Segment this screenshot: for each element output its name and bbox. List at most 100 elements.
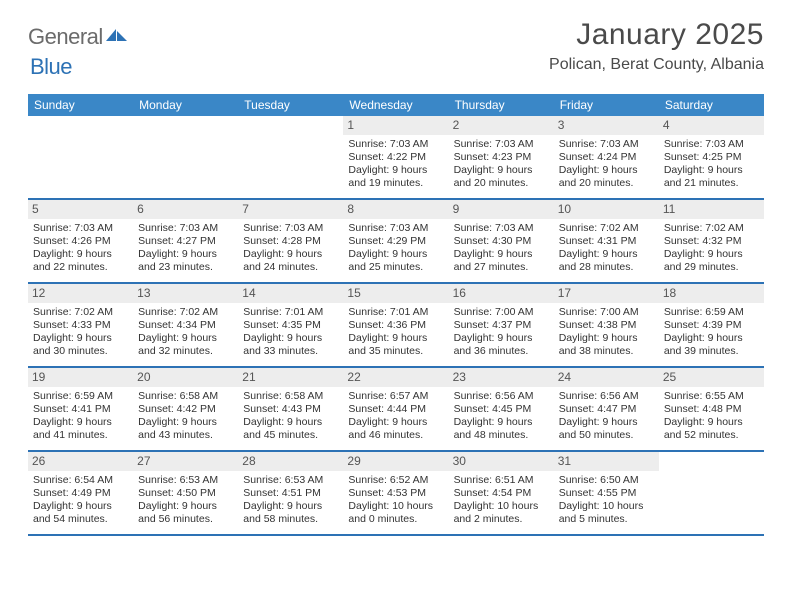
sunset-text: Sunset: 4:35 PM xyxy=(243,319,338,332)
day-cell: 7Sunrise: 7:03 AMSunset: 4:28 PMDaylight… xyxy=(238,200,343,282)
day-number: 11 xyxy=(659,200,764,219)
day-cell: 5 Sunrise: 7:03 AMSunset: 4:26 PMDaylight… xyxy=(28,200,133,282)
sunset-text: Sunset: 4:49 PM xyxy=(33,487,128,500)
daylight-text: Daylight: 9 hours and 20 minutes. xyxy=(454,164,549,190)
day-cell: 11Sunrise: 7:02 AMSunset: 4:32 PMDayligh… xyxy=(659,200,764,282)
sunrise-text: Sunrise: 6:55 AM xyxy=(664,390,759,403)
day-number: 22 xyxy=(343,368,448,387)
daylight-text: Daylight: 9 hours and 50 minutes. xyxy=(559,416,654,442)
sunset-text: Sunset: 4:23 PM xyxy=(454,151,549,164)
day-info: Sunrise: 7:02 AMSunset: 4:33 PMDaylight:… xyxy=(32,306,129,359)
day-number: 25 xyxy=(659,368,764,387)
sunrise-text: Sunrise: 6:50 AM xyxy=(559,474,654,487)
title-block: January 2025 Polican, Berat County, Alba… xyxy=(549,18,764,74)
sunrise-text: Sunrise: 6:59 AM xyxy=(33,390,128,403)
daylight-text: Daylight: 9 hours and 29 minutes. xyxy=(664,248,759,274)
sunrise-text: Sunrise: 6:58 AM xyxy=(243,390,338,403)
day-number: 5 xyxy=(28,200,133,219)
sunrise-text: Sunrise: 7:00 AM xyxy=(454,306,549,319)
daylight-text: Daylight: 9 hours and 41 minutes. xyxy=(33,416,128,442)
sunset-text: Sunset: 4:26 PM xyxy=(33,235,128,248)
sunrise-text: Sunrise: 7:02 AM xyxy=(33,306,128,319)
sunrise-text: Sunrise: 6:56 AM xyxy=(559,390,654,403)
sunrise-text: Sunrise: 6:53 AM xyxy=(138,474,233,487)
day-number: 27 xyxy=(133,452,238,471)
day-cell: 4Sunrise: 7:03 AMSunset: 4:25 PMDaylight… xyxy=(659,116,764,198)
weekday-header-row: Sunday Monday Tuesday Wednesday Thursday… xyxy=(28,94,764,116)
day-cell: 29Sunrise: 6:52 AMSunset: 4:53 PMDayligh… xyxy=(343,452,448,534)
sunrise-text: Sunrise: 7:00 AM xyxy=(559,306,654,319)
day-info: Sunrise: 6:55 AMSunset: 4:48 PMDaylight:… xyxy=(663,390,760,443)
daylight-text: Daylight: 9 hours and 32 minutes. xyxy=(138,332,233,358)
calendar-page: General January 2025 Polican, Berat Coun… xyxy=(0,0,792,536)
week-row: 19Sunrise: 6:59 AMSunset: 4:41 PMDayligh… xyxy=(28,368,764,452)
daylight-text: Daylight: 9 hours and 30 minutes. xyxy=(33,332,128,358)
day-number: 21 xyxy=(238,368,343,387)
sunrise-text: Sunrise: 7:03 AM xyxy=(664,138,759,151)
location-text: Polican, Berat County, Albania xyxy=(549,56,764,74)
brand-name-part1: General xyxy=(28,24,103,50)
day-cell: 23Sunrise: 6:56 AMSunset: 4:45 PMDayligh… xyxy=(449,368,554,450)
daylight-text: Daylight: 10 hours and 2 minutes. xyxy=(454,500,549,526)
day-number: 1 xyxy=(343,116,448,135)
daylight-text: Daylight: 9 hours and 54 minutes. xyxy=(33,500,128,526)
daylight-text: Daylight: 9 hours and 45 minutes. xyxy=(243,416,338,442)
weekday-monday: Monday xyxy=(133,94,238,116)
day-cell: . xyxy=(28,116,133,198)
day-number: 18 xyxy=(659,284,764,303)
sunrise-text: Sunrise: 6:54 AM xyxy=(33,474,128,487)
daylight-text: Daylight: 9 hours and 23 minutes. xyxy=(138,248,233,274)
daylight-text: Daylight: 9 hours and 58 minutes. xyxy=(243,500,338,526)
daylight-text: Daylight: 9 hours and 39 minutes. xyxy=(664,332,759,358)
day-cell: 2Sunrise: 7:03 AMSunset: 4:23 PMDaylight… xyxy=(449,116,554,198)
day-info: Sunrise: 7:03 AMSunset: 4:24 PMDaylight:… xyxy=(558,138,655,191)
sunrise-text: Sunrise: 7:03 AM xyxy=(138,222,233,235)
day-info: Sunrise: 6:59 AMSunset: 4:41 PMDaylight:… xyxy=(32,390,129,443)
day-number: 28 xyxy=(238,452,343,471)
sunrise-text: Sunrise: 6:51 AM xyxy=(454,474,549,487)
sunset-text: Sunset: 4:41 PM xyxy=(33,403,128,416)
sunrise-text: Sunrise: 6:52 AM xyxy=(348,474,443,487)
sunrise-text: Sunrise: 6:56 AM xyxy=(454,390,549,403)
daylight-text: Daylight: 9 hours and 22 minutes. xyxy=(33,248,128,274)
day-info: Sunrise: 6:53 AMSunset: 4:50 PMDaylight:… xyxy=(137,474,234,527)
day-cell: 8Sunrise: 7:03 AMSunset: 4:29 PMDaylight… xyxy=(343,200,448,282)
day-cell: 21 Sunrise: 6:58 AMSunset: 4:43 PMDayligh… xyxy=(238,368,343,450)
day-info: Sunrise: 6:52 AMSunset: 4:53 PMDaylight:… xyxy=(347,474,444,527)
day-cell: 31Sunrise: 6:50 AMSunset: 4:55 PMDayligh… xyxy=(554,452,659,534)
week-row: 26Sunrise: 6:54 AMSunset: 4:49 PMDayligh… xyxy=(28,452,764,536)
day-number: 6 xyxy=(133,200,238,219)
day-cell: 18 Sunrise: 6:59 AMSunset: 4:39 PMDayligh… xyxy=(659,284,764,366)
day-cell: 27 Sunrise: 6:53 AMSunset: 4:50 PMDayligh… xyxy=(133,452,238,534)
day-info: Sunrise: 6:59 AMSunset: 4:39 PMDaylight:… xyxy=(663,306,760,359)
day-info: Sunrise: 6:56 AMSunset: 4:45 PMDaylight:… xyxy=(453,390,550,443)
day-number: 17 xyxy=(554,284,659,303)
day-cell: 17Sunrise: 7:00 AMSunset: 4:38 PMDayligh… xyxy=(554,284,659,366)
day-info: Sunrise: 6:58 AMSunset: 4:43 PMDaylight:… xyxy=(242,390,339,443)
day-number: 10 xyxy=(554,200,659,219)
day-cell: . xyxy=(659,452,764,534)
sunset-text: Sunset: 4:37 PM xyxy=(454,319,549,332)
day-info: Sunrise: 7:02 AMSunset: 4:31 PMDaylight:… xyxy=(558,222,655,275)
calendar-grid: Sunday Monday Tuesday Wednesday Thursday… xyxy=(28,94,764,536)
day-cell: 3Sunrise: 7:03 AMSunset: 4:24 PMDaylight… xyxy=(554,116,659,198)
brand-name-part2: Blue xyxy=(30,54,72,79)
daylight-text: Daylight: 10 hours and 5 minutes. xyxy=(559,500,654,526)
day-cell: 25 Sunrise: 6:55 AMSunset: 4:48 PMDayligh… xyxy=(659,368,764,450)
sunset-text: Sunset: 4:54 PM xyxy=(454,487,549,500)
weekday-friday: Friday xyxy=(554,94,659,116)
daylight-text: Daylight: 9 hours and 35 minutes. xyxy=(348,332,443,358)
sunset-text: Sunset: 4:24 PM xyxy=(559,151,654,164)
sunrise-text: Sunrise: 7:03 AM xyxy=(33,222,128,235)
daylight-text: Daylight: 9 hours and 24 minutes. xyxy=(243,248,338,274)
daylight-text: Daylight: 9 hours and 36 minutes. xyxy=(454,332,549,358)
brand-mark-icon xyxy=(106,27,128,48)
day-cell: 10 Sunrise: 7:02 AMSunset: 4:31 PMDayligh… xyxy=(554,200,659,282)
weekday-thursday: Thursday xyxy=(449,94,554,116)
day-info: Sunrise: 6:51 AMSunset: 4:54 PMDaylight:… xyxy=(453,474,550,527)
day-cell: 1Sunrise: 7:03 AMSunset: 4:22 PMDaylight… xyxy=(343,116,448,198)
week-row: 12Sunrise: 7:02 AMSunset: 4:33 PMDayligh… xyxy=(28,284,764,368)
day-cell: 13Sunrise: 7:02 AMSunset: 4:34 PMDayligh… xyxy=(133,284,238,366)
weekday-tuesday: Tuesday xyxy=(238,94,343,116)
sunrise-text: Sunrise: 6:53 AM xyxy=(243,474,338,487)
